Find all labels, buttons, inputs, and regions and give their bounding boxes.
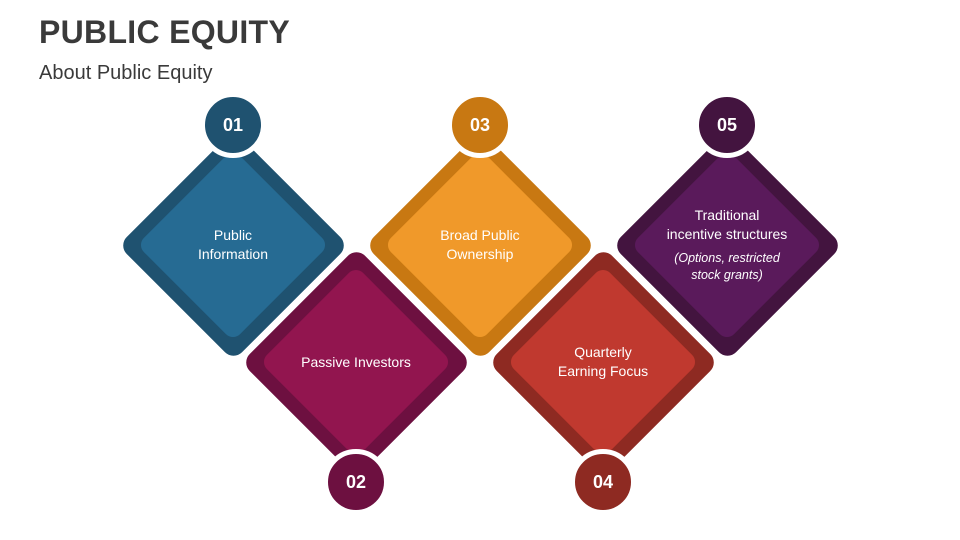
diamond-text: Traditional incentive structures (Options,…: [642, 206, 812, 284]
page-title: PUBLIC EQUITY: [39, 14, 291, 50]
item-label: Quarterly Earning Focus: [557, 344, 649, 379]
step-number-badge: 05: [694, 92, 760, 158]
item-label: Passive Investors: [301, 353, 411, 370]
page-subtitle: About Public Equity: [39, 62, 213, 84]
diamond-text: Passive Investors: [271, 353, 441, 372]
diamond-text: Public Information: [148, 226, 318, 264]
step-number-badge: 03: [447, 92, 513, 158]
step-number-badge: 01: [200, 92, 266, 158]
diamond-text: Quarterly Earning Focus: [518, 343, 688, 381]
step-number-badge: 04: [570, 449, 636, 515]
item-label: Traditional incentive structures: [666, 207, 788, 242]
item-note: (Options, restricted stock grants): [674, 251, 780, 282]
diamond-text: Broad Public Ownership: [395, 226, 565, 264]
step-number-badge: 02: [323, 449, 389, 515]
item-label: Public Information: [197, 227, 269, 262]
item-label: Broad Public Ownership: [440, 227, 520, 262]
